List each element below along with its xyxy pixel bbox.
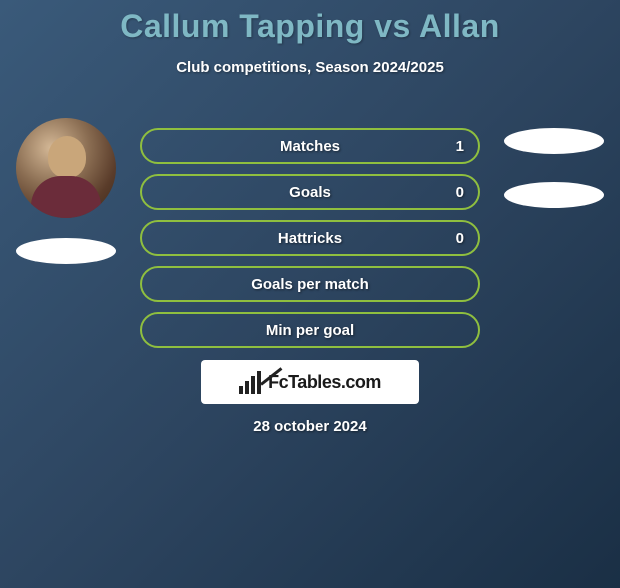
fctables-logo: FcTables.com [201, 360, 419, 404]
stat-label: Min per goal [266, 322, 354, 339]
stat-bar-goals: Goals 0 [140, 174, 480, 210]
bar-chart-icon [239, 371, 263, 394]
player-right-column [494, 128, 614, 208]
player-left-name-pill [16, 238, 116, 264]
stat-label: Matches [280, 138, 340, 155]
stat-value: 1 [456, 138, 464, 155]
stat-label: Hattricks [278, 230, 342, 247]
comparison-title: Callum Tapping vs Allan [0, 8, 620, 45]
stat-label: Goals [289, 184, 331, 201]
stat-value: 0 [456, 184, 464, 201]
player-right-name-pill-1 [504, 128, 604, 154]
logo-text: FcTables.com [268, 372, 381, 393]
stat-bar-hattricks: Hattricks 0 [140, 220, 480, 256]
snapshot-date: 28 october 2024 [0, 418, 620, 435]
player-left-column [6, 118, 126, 264]
stat-label: Goals per match [251, 276, 369, 293]
stat-bar-matches: Matches 1 [140, 128, 480, 164]
player-left-avatar [16, 118, 116, 218]
player-right-name-pill-2 [504, 182, 604, 208]
season-subtitle: Club competitions, Season 2024/2025 [0, 59, 620, 76]
stat-value: 0 [456, 230, 464, 247]
stat-bar-goals-per-match: Goals per match [140, 266, 480, 302]
stats-column: Matches 1 Goals 0 Hattricks 0 Goals per … [140, 128, 480, 358]
stat-bar-min-per-goal: Min per goal [140, 312, 480, 348]
